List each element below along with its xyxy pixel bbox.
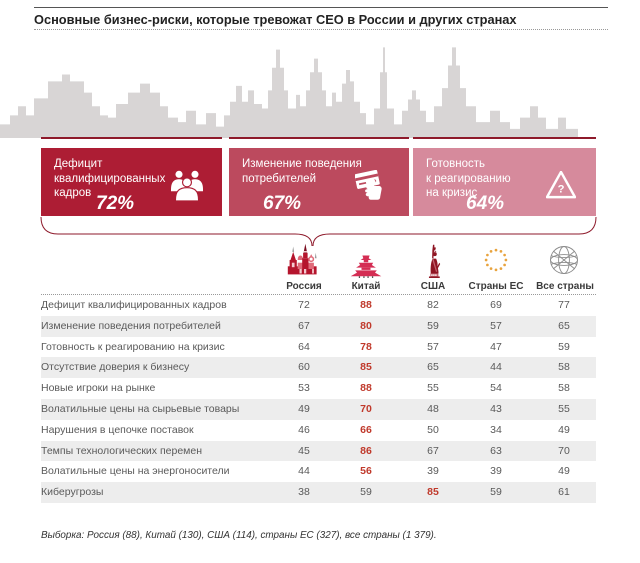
svg-text:?: ? — [558, 183, 565, 195]
